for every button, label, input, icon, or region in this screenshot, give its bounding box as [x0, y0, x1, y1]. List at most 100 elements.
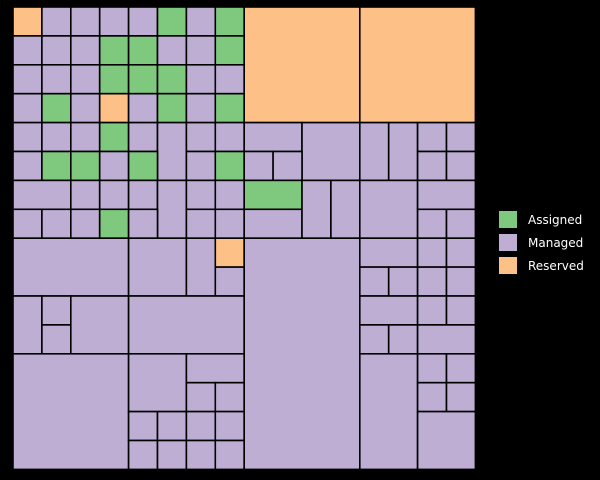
assigned-block — [98, 208, 130, 240]
legend-swatch-managed — [498, 233, 518, 252]
managed-block — [301, 121, 361, 182]
managed-block — [214, 208, 246, 240]
managed-block — [185, 121, 217, 153]
managed-block — [12, 295, 43, 355]
assigned-block — [243, 179, 303, 211]
managed-block — [12, 92, 43, 124]
assigned-block — [127, 35, 159, 66]
assigned-block — [214, 150, 246, 182]
managed-block — [98, 6, 130, 37]
assigned-block — [156, 92, 188, 124]
managed-block — [185, 208, 217, 240]
managed-block — [12, 208, 43, 240]
legend-item-managed: Managed — [498, 231, 584, 254]
managed-block — [185, 6, 217, 37]
managed-block — [98, 179, 130, 211]
managed-block — [214, 381, 246, 413]
managed-block — [445, 121, 477, 153]
managed-block — [70, 92, 101, 124]
managed-block — [214, 121, 246, 153]
managed-block — [156, 410, 188, 442]
managed-block — [41, 121, 72, 153]
assigned-block — [156, 64, 188, 95]
managed-block — [445, 352, 477, 384]
assigned-block — [98, 121, 130, 153]
managed-block — [185, 92, 217, 124]
managed-block — [70, 121, 101, 153]
managed-block — [445, 150, 477, 182]
managed-block — [127, 410, 159, 442]
managed-block — [416, 208, 448, 240]
legend-item-assigned: Assigned — [498, 208, 584, 231]
assigned-block — [41, 92, 72, 124]
managed-block — [416, 237, 448, 268]
managed-block — [41, 64, 72, 95]
managed-block — [70, 64, 101, 95]
managed-block — [156, 121, 188, 182]
managed-block — [416, 381, 448, 413]
legend-label-managed: Managed — [528, 235, 584, 250]
managed-block — [301, 179, 332, 239]
managed-block — [358, 237, 419, 268]
managed-block — [416, 150, 448, 182]
managed-block — [214, 179, 246, 211]
assigned-block — [127, 64, 159, 95]
managed-block — [41, 295, 72, 326]
managed-block — [445, 295, 477, 326]
managed-block — [127, 352, 188, 413]
managed-block — [243, 237, 361, 471]
managed-block — [127, 179, 159, 211]
managed-block — [214, 64, 246, 95]
assigned-block — [214, 6, 246, 37]
assigned-block — [98, 64, 130, 95]
reserved-block — [12, 6, 43, 37]
managed-block — [387, 324, 419, 355]
managed-block — [330, 179, 361, 239]
assigned-block — [156, 6, 188, 37]
managed-block — [70, 179, 101, 211]
managed-block — [70, 6, 101, 37]
managed-block — [358, 324, 390, 355]
legend-swatch-reserved — [498, 256, 518, 275]
managed-block — [70, 295, 130, 355]
managed-block — [70, 208, 101, 240]
managed-block — [12, 179, 72, 211]
legend-item-reserved: Reserved — [498, 254, 584, 277]
legend-swatch-assigned — [498, 210, 518, 229]
managed-block — [185, 381, 217, 413]
managed-block — [358, 121, 390, 182]
managed-block — [214, 410, 246, 442]
managed-block — [416, 410, 477, 471]
managed-block — [416, 352, 448, 384]
assigned-block — [214, 35, 246, 66]
managed-block — [127, 439, 159, 471]
managed-block — [41, 208, 72, 240]
managed-block — [12, 150, 43, 182]
managed-block — [358, 266, 390, 297]
managed-block — [416, 324, 477, 355]
assigned-block — [41, 150, 72, 182]
managed-block — [416, 179, 477, 211]
managed-block — [185, 237, 217, 297]
managed-block — [156, 35, 188, 66]
managed-block — [156, 439, 188, 471]
managed-block — [185, 410, 217, 442]
managed-block — [416, 266, 448, 297]
assigned-block — [98, 35, 130, 66]
assigned-block — [214, 92, 246, 124]
legend-label-reserved: Reserved — [528, 258, 584, 273]
managed-block — [41, 324, 72, 355]
managed-block — [12, 352, 130, 471]
legend: Assigned Managed Reserved — [498, 208, 584, 277]
managed-block — [387, 121, 419, 182]
managed-block — [185, 439, 217, 471]
managed-block — [12, 64, 43, 95]
managed-block — [387, 266, 419, 297]
managed-block — [445, 381, 477, 413]
managed-block — [272, 150, 303, 182]
managed-block — [127, 237, 188, 297]
managed-block — [127, 208, 159, 240]
managed-block — [185, 35, 217, 66]
